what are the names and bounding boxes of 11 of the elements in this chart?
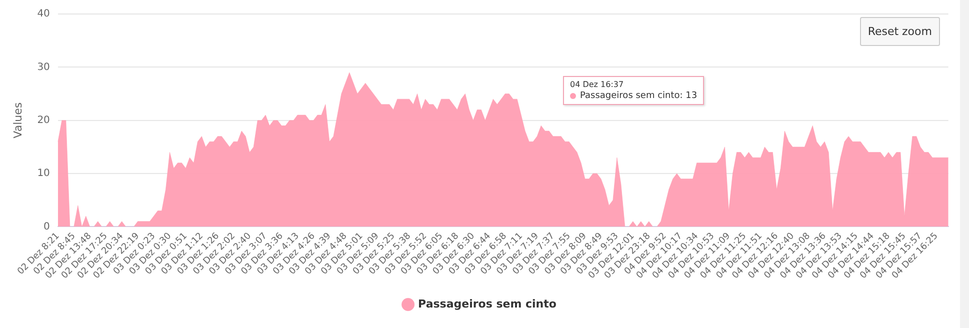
y-tick-label: 40 [37, 8, 50, 20]
reset-zoom-button[interactable]: Reset zoom [860, 17, 940, 46]
y-tick-label: 30 [37, 62, 50, 73]
y-tick-label: 0 [44, 221, 50, 232]
y-axis-title: Values [11, 102, 24, 138]
annotation: Passageiros sem cinto: 13 [580, 91, 698, 101]
annotation: 04 Dez 16:37 [570, 80, 625, 89]
tooltip-box: 04 Dez 16:37 Passageiros sem cinto: 13 [563, 76, 704, 105]
y-tick-label: 20 [37, 114, 50, 126]
y-tick-label: 10 [37, 168, 50, 180]
legend-label: Passageiros sem cinto [418, 297, 557, 310]
